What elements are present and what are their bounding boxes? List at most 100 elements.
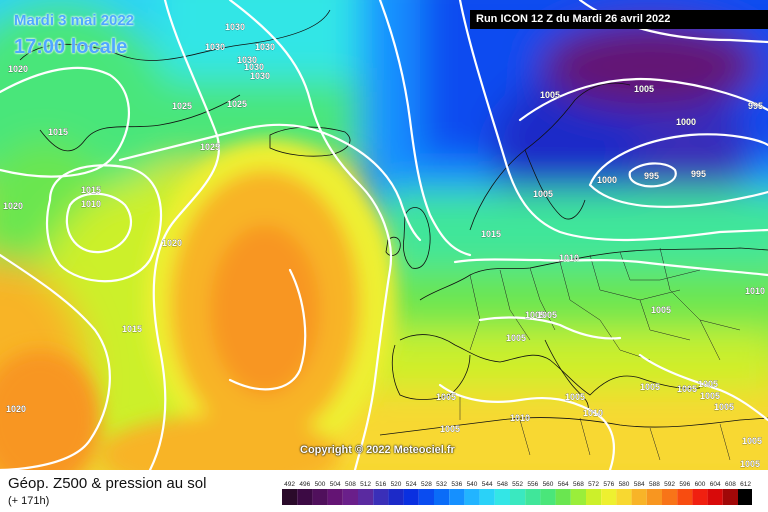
scale-swatch (479, 489, 495, 505)
scale-swatch (601, 489, 617, 505)
scale-tick-label: 548 (497, 481, 508, 488)
pressure-label: 1005 (698, 379, 718, 389)
scale-tick-label: 536 (451, 481, 462, 488)
scale-tick-label: 560 (543, 481, 554, 488)
scale-swatch (494, 489, 510, 505)
scale-tick-label: 520 (391, 481, 402, 488)
scale-swatch (297, 489, 313, 505)
pressure-label: 1020 (6, 404, 26, 414)
pressure-label: 995 (644, 171, 659, 181)
scale-swatch (662, 489, 678, 505)
scale-tick-label: 516 (375, 481, 386, 488)
scale-swatch (722, 489, 738, 505)
scale-swatch (418, 489, 434, 505)
pressure-label: 1010 (745, 286, 765, 296)
map-footer: Géop. Z500 & pression au sol (+ 171h) 49… (0, 470, 768, 512)
scale-swatch (373, 489, 389, 505)
scale-swatch (677, 489, 693, 505)
scale-tick-label: 600 (695, 481, 706, 488)
scale-swatch (631, 489, 647, 505)
pressure-label: 1030 (250, 71, 270, 81)
pressure-label: 1010 (81, 199, 101, 209)
scale-tick-label: 608 (725, 481, 736, 488)
pressure-label: 1025 (172, 101, 192, 111)
scale-tick-label: 588 (649, 481, 660, 488)
scale-tick-label: 580 (619, 481, 630, 488)
scale-tick-label: 584 (634, 481, 645, 488)
pressure-label: 1025 (200, 142, 220, 152)
scale-swatch (570, 489, 586, 505)
pressure-label: 1025 (227, 99, 247, 109)
pressure-label: 1030 (225, 22, 245, 32)
weather-map: 1030 1030 1030 1030 1030 1030 1020 1025 … (0, 0, 768, 470)
scale-tick-label: 556 (527, 481, 538, 488)
scale-swatch (403, 489, 419, 505)
scale-swatch (540, 489, 556, 505)
scale-swatch (707, 489, 723, 505)
pressure-label: 995 (748, 101, 763, 111)
forecast-lead-time: (+ 171h) (8, 495, 50, 507)
pressure-label: 1000 (597, 175, 617, 185)
pressure-label: 1005 (533, 189, 553, 199)
scale-swatch (738, 489, 752, 505)
scale-tick-label: 544 (482, 481, 493, 488)
color-scale: 492 496 500 504 508 512 516 520 524 528 532 536 540 5… (282, 481, 752, 505)
pressure-label: 1005 (565, 392, 585, 402)
pressure-label: 1030 (244, 62, 264, 72)
pressure-label: 1010 (559, 253, 579, 263)
pressure-label: 1005 (651, 305, 671, 315)
scale-tick-label: 524 (406, 481, 417, 488)
scale-swatch (312, 489, 328, 505)
map-title: Géop. Z500 & pression au sol (8, 475, 207, 492)
pressure-label: 1005 (440, 424, 460, 434)
isobars (0, 0, 768, 470)
scale-swatch (510, 489, 526, 505)
pressure-label: 1030 (205, 42, 225, 52)
pressure-label: 1005 (634, 84, 654, 94)
pressure-label: 1030 (255, 42, 275, 52)
scale-tick-label: 604 (710, 481, 721, 488)
pressure-label: 1010 (583, 408, 603, 418)
scale-swatch (327, 489, 343, 505)
scale-swatch (342, 489, 358, 505)
pressure-label: 1005 (436, 392, 456, 402)
pressure-label: 1005 (525, 310, 545, 320)
pressure-label: 1005 (506, 333, 526, 343)
scale-tick-label: 504 (330, 481, 341, 488)
pressure-label: 1015 (481, 229, 501, 239)
scale-tick-label: 528 (421, 481, 432, 488)
pressure-label: 1010 (510, 413, 530, 423)
scale-swatch (282, 489, 298, 505)
scale-tick-label: 512 (360, 481, 371, 488)
scale-swatch (525, 489, 541, 505)
copyright-notice: Copyright © 2022 Meteociel.fr (300, 444, 455, 456)
scale-swatch (555, 489, 571, 505)
scale-swatch (692, 489, 708, 505)
pressure-label: 1020 (3, 201, 23, 211)
scale-swatch (616, 489, 632, 505)
pressure-label: 1005 (677, 384, 697, 394)
scale-swatch (646, 489, 662, 505)
pressure-label: 1005 (714, 402, 734, 412)
scale-swatch (434, 489, 450, 505)
pressure-label: 1030 (237, 55, 257, 65)
scale-tick-label: 496 (299, 481, 310, 488)
pressure-label: 1015 (81, 185, 101, 195)
scale-swatch (388, 489, 404, 505)
coastlines (19, 9, 768, 436)
pressure-label: 1000 (676, 117, 696, 127)
scale-swatch (586, 489, 602, 505)
scale-tick-label: 564 (558, 481, 569, 488)
scale-tick-label: 596 (679, 481, 690, 488)
pressure-label: 1005 (640, 382, 660, 392)
forecast-time: 17:00 locale (14, 36, 128, 58)
scale-tick-label: 592 (664, 481, 675, 488)
pressure-label: 1005 (740, 459, 760, 469)
borders (459, 247, 741, 461)
scale-tick-label: 576 (603, 481, 614, 488)
scale-swatch (358, 489, 374, 505)
scale-tick-label: 500 (315, 481, 326, 488)
scale-tick-label: 568 (573, 481, 584, 488)
pressure-label: 1005 (742, 436, 762, 446)
pressure-label: 1005 (537, 310, 557, 320)
